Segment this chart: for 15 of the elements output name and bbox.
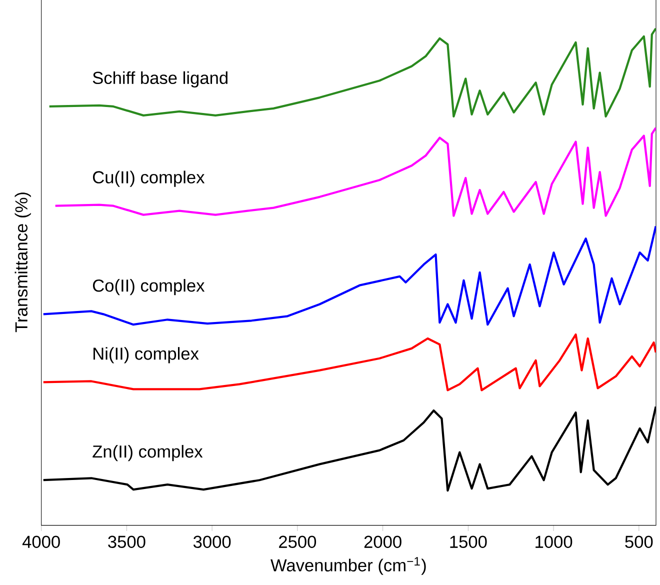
series-label: Ni(II) complex [94, 346, 199, 364]
x-tick-label: 2500 [279, 536, 316, 548]
series-label: Co(II) complex [92, 278, 205, 296]
x-tick-label: 1000 [536, 536, 572, 548]
x-tick-label: 3000 [193, 536, 231, 548]
x-tick-label: 3500 [108, 536, 146, 548]
x-tick-label: 2000 [364, 536, 402, 548]
y-axis-title: Transmittance (%) [14, 192, 31, 332]
series-label: Cu(II) complex [92, 170, 205, 187]
x-axis-title: Wavenumber (cm$^{−1}$) [270, 557, 426, 575]
series-label: Schiff base ligand [92, 71, 228, 88]
x-tick-label: 500 [625, 536, 653, 548]
x-tick-label: 1500 [450, 536, 487, 548]
series-label: Zn(II) complex [92, 444, 203, 461]
x-tick-label: 4000 [22, 536, 60, 548]
